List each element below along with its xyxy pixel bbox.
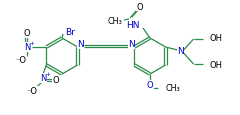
Text: ⁻O: ⁻O (16, 56, 27, 65)
Text: O: O (52, 76, 59, 85)
Text: +: + (29, 41, 34, 46)
Text: CH₃: CH₃ (107, 16, 122, 25)
Text: O: O (147, 81, 153, 90)
Text: ⁻O: ⁻O (27, 87, 38, 96)
Text: +: + (45, 72, 50, 77)
Text: N: N (177, 47, 184, 56)
Text: N: N (40, 74, 47, 83)
Text: O: O (23, 29, 30, 38)
Text: N: N (77, 40, 84, 49)
Text: CH₃: CH₃ (165, 84, 180, 93)
Text: OH: OH (209, 61, 222, 70)
Text: N: N (24, 43, 30, 52)
Text: O: O (137, 3, 143, 11)
Text: N: N (128, 40, 135, 49)
Text: Br: Br (65, 28, 75, 37)
Text: OH: OH (209, 34, 222, 43)
Text: HN: HN (126, 21, 140, 30)
